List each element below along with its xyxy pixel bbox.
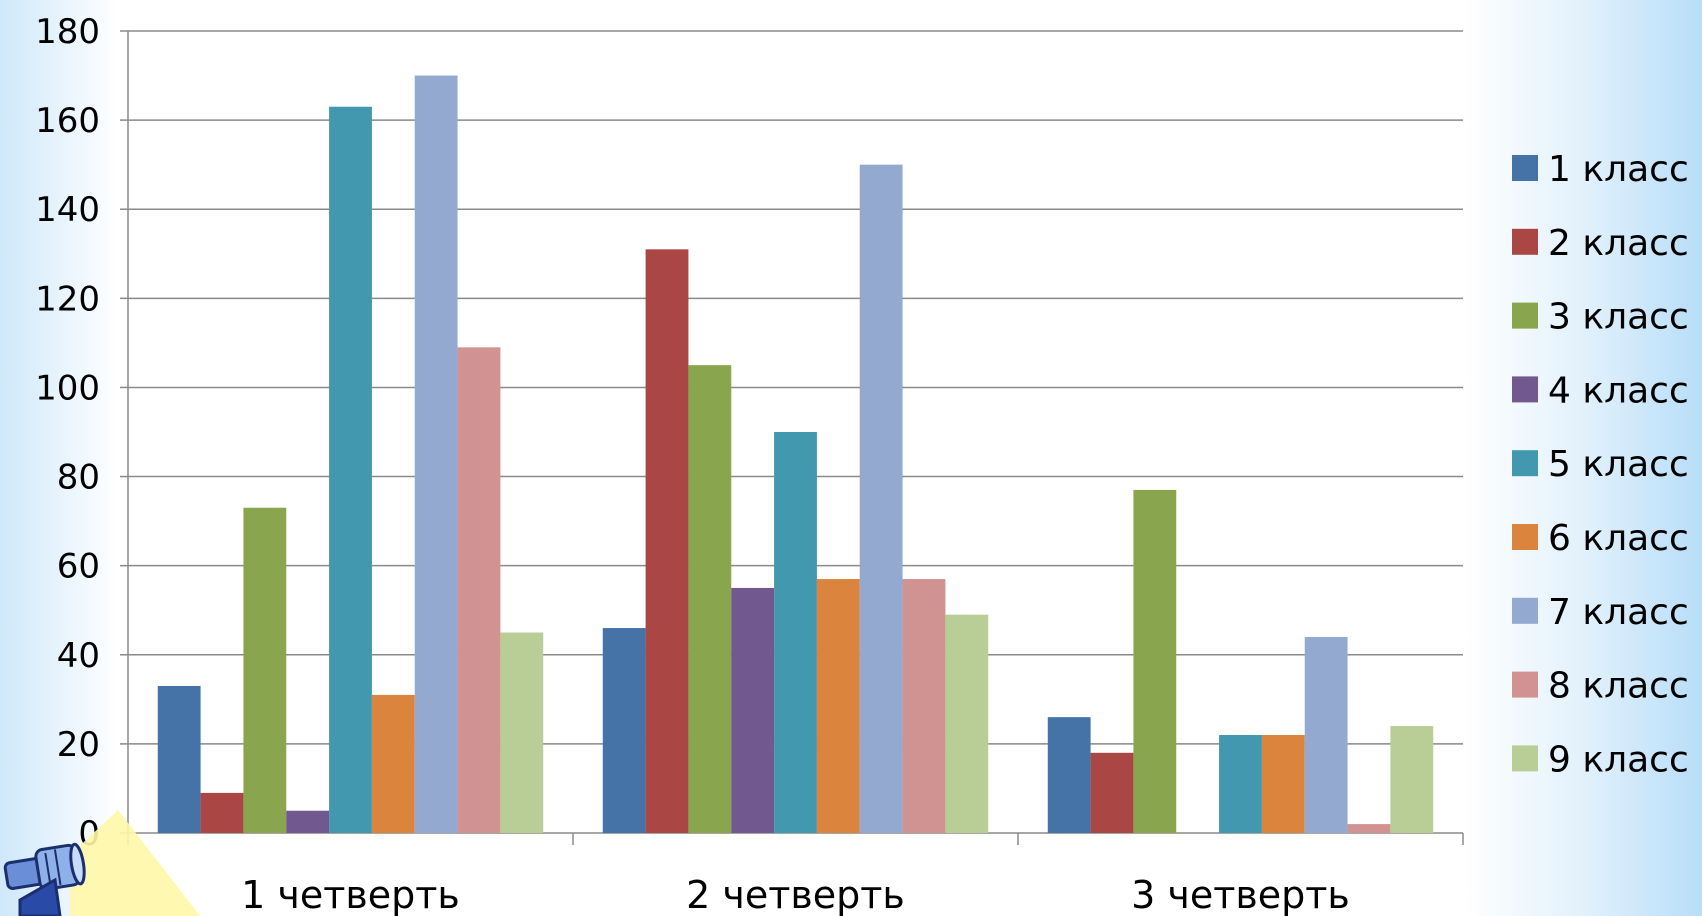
bar — [1047, 717, 1091, 833]
bars — [157, 75, 1434, 834]
bar — [414, 75, 458, 834]
bar — [500, 632, 544, 833]
bar — [1219, 734, 1262, 833]
bar — [1261, 734, 1305, 833]
legend-label: 4 класс — [1548, 370, 1689, 411]
bar — [774, 432, 817, 833]
y-tick-label: 100 — [35, 368, 100, 408]
x-category-label: 2 четверть — [686, 873, 905, 916]
legend-swatch — [1512, 597, 1538, 624]
bar — [731, 587, 775, 833]
x-category-label: 3 четверть — [1131, 873, 1350, 916]
x-category-labels: 1 четверть 2 четверть 3 четверть — [241, 873, 1350, 916]
bar — [371, 694, 415, 833]
legend-swatch — [1512, 450, 1538, 477]
y-tick-label: 140 — [35, 190, 100, 230]
bar — [945, 614, 989, 833]
bar — [200, 792, 244, 833]
legend-label: 3 класс — [1548, 297, 1689, 338]
legend-swatch — [1512, 745, 1538, 772]
legend-swatch — [1512, 302, 1538, 329]
legend-swatch — [1512, 671, 1538, 698]
telescope-icon — [3, 810, 200, 916]
bar — [243, 507, 287, 833]
bar — [1090, 752, 1134, 833]
y-tick-label: 20 — [57, 725, 100, 765]
bar — [816, 579, 860, 833]
legend-label: 6 класс — [1548, 518, 1689, 559]
legend-label: 1 класс — [1548, 149, 1689, 190]
bar — [286, 810, 330, 833]
bar — [859, 164, 903, 833]
bar — [688, 365, 732, 833]
legend-swatch — [1512, 155, 1538, 181]
bar — [157, 685, 201, 833]
y-tick-label: 160 — [35, 101, 100, 141]
legend-label: 7 класс — [1548, 592, 1689, 633]
bar — [645, 249, 689, 834]
legend-label: 8 класс — [1548, 666, 1689, 707]
legend-label: 9 класс — [1548, 739, 1689, 780]
legend-swatch — [1512, 524, 1538, 550]
legend-label: 2 класс — [1548, 223, 1689, 264]
bar — [902, 579, 946, 833]
bar — [602, 628, 646, 833]
bar — [1390, 726, 1434, 833]
x-category-label: 1 четверть — [241, 873, 460, 916]
bar — [457, 347, 501, 833]
bar — [329, 106, 372, 833]
legend-swatch — [1512, 376, 1538, 403]
y-tick-label: 180 — [35, 12, 100, 52]
legend: 1 класс 2 класс 3 класс 4 класс 5 класс 6 кла… — [1512, 149, 1689, 780]
legend-swatch — [1512, 228, 1538, 255]
legend-label: 5 класс — [1548, 444, 1689, 485]
y-tick-label: 60 — [57, 547, 100, 587]
y-tick-label: 80 — [57, 458, 100, 498]
y-tick-label: 120 — [35, 279, 100, 319]
bar — [1133, 489, 1177, 833]
bar — [1304, 636, 1348, 833]
y-tick-label: 40 — [57, 636, 100, 676]
bar — [1347, 824, 1391, 833]
